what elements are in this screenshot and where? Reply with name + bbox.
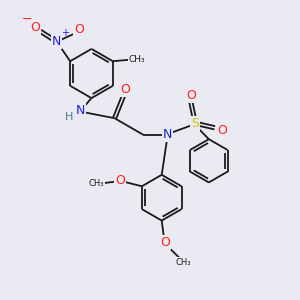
Text: H: H — [64, 112, 73, 122]
Text: N: N — [52, 35, 62, 48]
Text: CH₃: CH₃ — [176, 258, 191, 267]
Text: N: N — [163, 128, 172, 141]
Text: CH₃: CH₃ — [88, 179, 104, 188]
Text: CH₃: CH₃ — [128, 55, 145, 64]
Text: O: O — [74, 23, 84, 36]
Text: O: O — [115, 174, 125, 188]
Text: O: O — [186, 88, 196, 102]
Text: N: N — [75, 104, 85, 117]
Text: −: − — [21, 13, 32, 26]
Text: +: + — [61, 28, 69, 38]
Text: S: S — [191, 117, 199, 130]
Text: O: O — [120, 82, 130, 96]
Text: O: O — [218, 124, 227, 137]
Text: O: O — [160, 236, 169, 249]
Text: O: O — [30, 21, 40, 34]
